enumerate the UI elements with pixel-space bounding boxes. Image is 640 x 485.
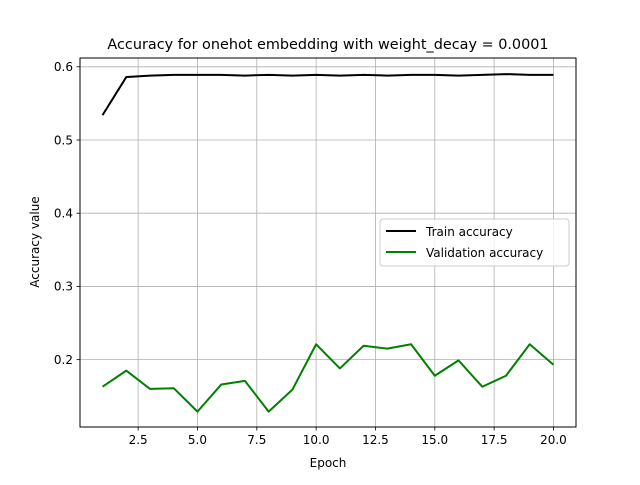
legend: Train accuracy Validation accuracy <box>379 218 570 267</box>
x-tick-label: 20.0 <box>540 433 567 447</box>
series-lines <box>101 73 555 413</box>
grid <box>80 58 576 427</box>
x-tick-label: 10.0 <box>303 433 330 447</box>
x-tick-label: 5.0 <box>188 433 207 447</box>
legend-box <box>379 218 570 267</box>
y-tick-label: 0.4 <box>54 207 73 221</box>
x-tick-label: 12.5 <box>362 433 389 447</box>
y-tick-label: 0.5 <box>54 133 73 147</box>
y-axis-label: Accuracy value <box>28 196 42 287</box>
y-tick-label: 0.6 <box>54 60 73 74</box>
legend-label-validation-accuracy: Validation accuracy <box>426 246 543 260</box>
series-line-validation-accuracy <box>101 343 555 413</box>
axis-ticks: 2.5 5.0 7.5 10.0 12.5 15.0 17.5 20.0 0.2 0.3 0.4 0.… <box>54 60 567 447</box>
y-tick-label: 0.3 <box>54 280 73 294</box>
legend-label-train-accuracy: Train accuracy <box>425 225 513 239</box>
chart-title: Accuracy for onehot embedding with weigh… <box>107 37 548 53</box>
x-tick-label: 15.0 <box>421 433 448 447</box>
series-line-train-accuracy <box>101 73 554 116</box>
y-tick-label: 0.2 <box>54 353 73 367</box>
x-tick-label: 7.5 <box>247 433 266 447</box>
plot-area-frame <box>79 57 577 428</box>
x-tick-label: 17.5 <box>481 433 508 447</box>
x-axis-label: Epoch <box>310 456 347 470</box>
x-tick-label: 2.5 <box>129 433 148 447</box>
